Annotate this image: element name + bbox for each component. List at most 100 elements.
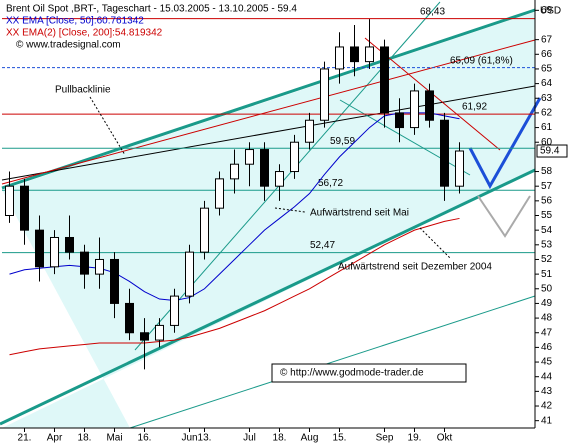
x-tick-label: 15. <box>333 433 347 444</box>
x-tick-label: Jun <box>181 433 197 444</box>
candle-body <box>125 302 134 334</box>
y-tick-label: 54 <box>541 225 553 236</box>
source: © www.tradesignal.com <box>16 40 121 51</box>
y-tick-label: 67 <box>541 34 553 45</box>
red-channel-line <box>1 39 536 185</box>
candle-body <box>80 251 89 275</box>
x-tick-label: Okt <box>437 433 453 444</box>
candle-body <box>245 149 254 165</box>
y-tick-label: 63 <box>541 93 553 104</box>
y-tick-label: 58 <box>541 166 553 177</box>
candle-body <box>5 185 14 216</box>
candle-body <box>200 207 209 253</box>
lower-trendline <box>0 168 536 426</box>
y-tick-label: 61 <box>541 122 553 133</box>
candle-body <box>215 178 224 209</box>
y-tick-label: 62 <box>541 108 553 119</box>
y-tick-label: 53 <box>541 239 553 250</box>
candle-body <box>275 171 284 187</box>
ema-line <box>9 217 460 356</box>
projection-zigzag <box>477 195 531 238</box>
candle-body <box>155 324 164 341</box>
x-tick-label: Apr <box>47 433 63 444</box>
candle-body <box>350 46 359 63</box>
pullback-line <box>1 85 536 181</box>
y-tick-label: 69 <box>541 5 553 16</box>
y-tick-label: 43 <box>541 386 553 397</box>
candle-body <box>455 150 464 187</box>
candle-body <box>410 90 419 129</box>
candle-body <box>305 119 314 143</box>
candle-body <box>65 236 74 253</box>
plot: 68,43 65,09 (61,8%) 61,92 59,59 56,72 52,47 <box>2 6 535 370</box>
y-tick-label: 55 <box>541 210 553 221</box>
last-price-box <box>536 144 568 158</box>
x-tick-label: Sep <box>376 433 394 444</box>
x-tick-label: 18. <box>78 433 92 444</box>
candle-body <box>230 163 239 180</box>
level-label: 59,59 <box>330 136 355 147</box>
x-tick-label: 21. <box>18 433 32 444</box>
credit: © http://www.godmode-trader.de <box>280 368 424 379</box>
annotation: Aufwärtstrend seit Mai <box>310 208 409 219</box>
candle-body <box>20 185 29 231</box>
y-tick-label: 45 <box>541 357 553 368</box>
x-tick-label: 18. <box>273 433 287 444</box>
y-tick-label: 50 <box>541 283 553 294</box>
y-tick-label: 51 <box>541 269 553 280</box>
y-tick-label: 46 <box>541 342 553 353</box>
legend-ema50: XX EMA [Close, 50]:60.761342 <box>6 16 144 27</box>
annotation-pointer <box>274 207 306 213</box>
y-tick-label: 56 <box>541 195 553 206</box>
candle-body <box>395 112 404 129</box>
chart-title: Brent Oil Spot ,BRT-, Tageschart - 15.03… <box>6 4 297 15</box>
y-tick-label: 42 <box>541 401 553 412</box>
candle-body <box>110 258 119 304</box>
upper-trendline <box>1 8 536 190</box>
credit-box <box>271 363 467 383</box>
projection-v <box>468 97 542 190</box>
y-tick-label: 57 <box>541 181 553 192</box>
annotation: Aufwärtstrend seit Dezember 2004 <box>338 262 492 273</box>
level-label: 68,43 <box>420 6 445 17</box>
y-tick-label: 49 <box>541 298 553 309</box>
candle-body <box>50 236 59 268</box>
annotation-pointer <box>419 227 451 259</box>
candle-body <box>425 90 434 121</box>
last-price-label: 59.4 <box>540 146 560 157</box>
candle-body <box>380 46 389 114</box>
legend-ema200: XX EMA(2) [Close, 200]:54.819342 <box>6 28 163 39</box>
candle-body <box>95 258 104 275</box>
candle-body <box>35 229 44 268</box>
y-tick-label: 52 <box>541 254 553 265</box>
y-tick-label: 66 <box>541 49 553 60</box>
candle-body <box>320 68 329 121</box>
level-label: 56,72 <box>318 178 343 189</box>
candle-body <box>290 141 299 173</box>
y-tick-label: 65 <box>541 64 553 75</box>
candle-body <box>440 119 449 187</box>
y-tick-label: 47 <box>541 327 553 338</box>
annotation: Pullbacklinie <box>55 85 111 96</box>
candle-body <box>260 149 269 187</box>
level-label: 52,47 <box>310 240 335 251</box>
candle-body <box>365 46 374 63</box>
candle-body <box>185 251 194 297</box>
level-label: 65,09 (61,8%) <box>450 55 513 66</box>
candle-body <box>170 295 179 326</box>
candle-body <box>140 332 149 341</box>
level-label: 61,92 <box>462 102 487 113</box>
candle-body <box>335 46 344 70</box>
y-tick-label: 41 <box>541 415 553 426</box>
x-tick-label: Aug <box>301 433 319 444</box>
y-tick-label: 60 <box>541 137 553 148</box>
y-unit: USD <box>540 6 561 17</box>
x-tick-label: 16. <box>138 433 152 444</box>
x-tick-label: 13. <box>198 433 212 444</box>
x-tick-label: Mai <box>106 433 122 444</box>
parallel-trendline <box>129 295 536 429</box>
y-tick-label: 44 <box>541 371 553 382</box>
